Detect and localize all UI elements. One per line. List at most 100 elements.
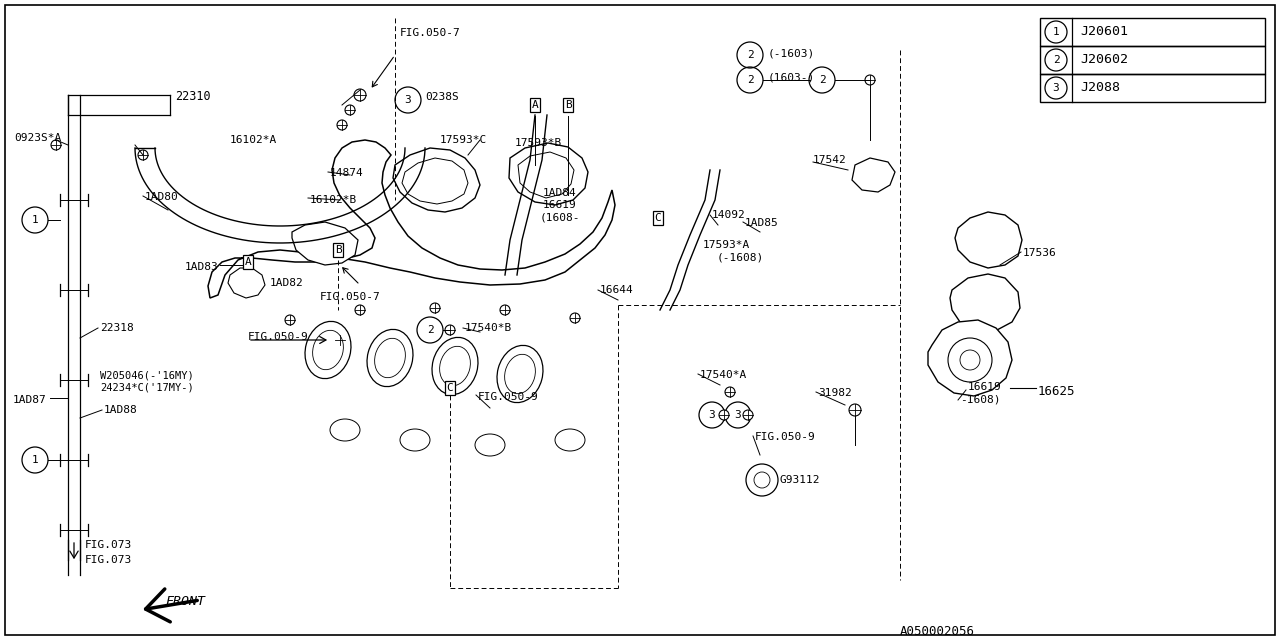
Ellipse shape [399,429,430,451]
Circle shape [355,305,365,315]
Text: 17593*A: 17593*A [703,240,750,250]
Text: FIG.050-7: FIG.050-7 [399,28,461,38]
Circle shape [500,305,509,315]
Text: FIG.050-9: FIG.050-9 [477,392,539,402]
Text: 16102*A: 16102*A [230,135,278,145]
Text: 3: 3 [735,410,741,420]
Text: W205046(-'16MY): W205046(-'16MY) [100,370,193,380]
Circle shape [849,404,861,416]
Circle shape [346,105,355,115]
Text: 1AD82: 1AD82 [270,278,303,288]
Text: 2: 2 [1052,55,1060,65]
Text: FIG.073: FIG.073 [84,555,132,565]
Text: 3: 3 [709,410,716,420]
Bar [1039,18,1265,46]
Text: 1: 1 [32,455,38,465]
Text: 0238S: 0238S [425,92,458,102]
Text: 16625: 16625 [1038,385,1075,398]
Circle shape [335,335,346,345]
Text: C: C [654,213,662,223]
Text: 16102*B: 16102*B [310,195,357,205]
Circle shape [570,313,580,323]
Text: 1AD85: 1AD85 [745,218,778,228]
Text: 17593*B: 17593*B [515,138,562,148]
Ellipse shape [556,429,585,451]
Text: (-1603): (-1603) [768,48,815,58]
Circle shape [445,325,454,335]
Text: (-1608): (-1608) [717,253,764,263]
Bar [1039,46,1265,74]
Polygon shape [852,158,895,192]
Text: C: C [447,383,453,393]
Bar [1039,74,1265,102]
Polygon shape [292,222,358,265]
Text: (1608-: (1608- [540,213,581,223]
Text: 1AD84: 1AD84 [543,188,577,198]
Ellipse shape [497,346,543,403]
Text: 16619: 16619 [543,200,577,210]
Text: FRONT: FRONT [165,595,205,608]
Ellipse shape [312,330,343,370]
Text: J2088: J2088 [1080,81,1120,94]
Text: 22318: 22318 [100,323,133,333]
Text: -1608): -1608) [960,395,1001,405]
Ellipse shape [367,330,413,387]
Text: FIG.050-9: FIG.050-9 [755,432,815,442]
Text: 2: 2 [746,50,754,60]
Text: 31982: 31982 [818,388,851,398]
Circle shape [865,75,876,85]
Text: 2: 2 [819,75,826,85]
Text: FIG.050-7: FIG.050-7 [320,292,380,302]
Text: 17540*B: 17540*B [465,323,512,333]
Text: A050002056: A050002056 [900,625,975,638]
Polygon shape [509,143,588,205]
Text: 1: 1 [1052,27,1060,37]
Text: 17540*A: 17540*A [700,370,748,380]
Text: (1603-): (1603-) [768,73,815,83]
Circle shape [430,303,440,313]
Text: 17542: 17542 [813,155,847,165]
Circle shape [724,387,735,397]
Text: J20602: J20602 [1080,53,1128,66]
Polygon shape [928,320,1012,396]
Text: 3: 3 [1052,83,1060,93]
Ellipse shape [439,346,470,386]
Polygon shape [950,274,1020,332]
Text: FIG.073: FIG.073 [84,540,132,550]
Circle shape [51,140,61,150]
Polygon shape [393,148,480,212]
Text: J20601: J20601 [1080,25,1128,38]
Ellipse shape [305,321,351,379]
Text: 1AD87: 1AD87 [13,395,47,405]
Text: 16619: 16619 [968,382,1002,392]
Circle shape [138,150,148,160]
Text: B: B [334,245,342,255]
Text: 1: 1 [32,215,38,225]
Text: 1AD83: 1AD83 [186,262,219,272]
Text: 24234*C('17MY-): 24234*C('17MY-) [100,383,193,393]
Text: G93112: G93112 [780,475,820,485]
Text: B: B [564,100,571,110]
Circle shape [337,120,347,130]
Polygon shape [955,212,1021,268]
Ellipse shape [504,355,535,394]
Text: 1AD88: 1AD88 [104,405,138,415]
Text: FIG.050-9: FIG.050-9 [248,332,308,342]
Text: 14874: 14874 [330,168,364,178]
Text: 1AD80: 1AD80 [145,192,179,202]
Polygon shape [207,140,614,298]
Ellipse shape [433,337,477,395]
Text: A: A [531,100,539,110]
Ellipse shape [375,339,406,378]
Text: 17536: 17536 [1023,248,1057,258]
Ellipse shape [330,419,360,441]
Circle shape [742,410,753,420]
Text: 2: 2 [426,325,434,335]
Text: 14092: 14092 [712,210,746,220]
Text: 2: 2 [746,75,754,85]
Text: 16644: 16644 [600,285,634,295]
Text: 3: 3 [404,95,411,105]
Circle shape [355,89,366,101]
Text: 22310: 22310 [175,90,211,103]
Text: 17593*C: 17593*C [440,135,488,145]
